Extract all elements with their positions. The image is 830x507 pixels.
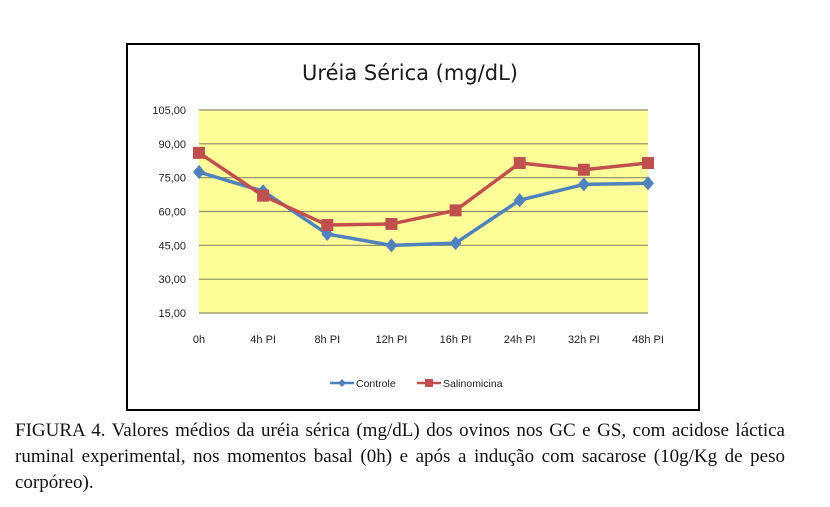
legend-label: Salinomicina (443, 378, 503, 390)
legend-marker (338, 379, 346, 387)
series-salinomicina (193, 146, 654, 232)
chart-title: Uréia Sérica (mg/dL) (302, 61, 518, 85)
figure-caption: FIGURA 4. Valores médios da uréia sérica… (15, 420, 785, 493)
data-point (449, 204, 462, 217)
y-tick-label: 75,00 (158, 173, 186, 185)
data-point (577, 177, 590, 192)
legend-item: Controle (330, 378, 396, 390)
data-point (321, 219, 334, 232)
x-axis-ticks: 0h 4h PI 8h PI 12h PI 16h PI 24h PI 32h PI 48h … (193, 334, 664, 346)
y-tick-label: 60,00 (158, 207, 186, 219)
data-point (513, 157, 526, 170)
data-point (449, 236, 462, 251)
x-tick-label: 0h (193, 334, 205, 346)
x-tick-label: 4h PI (250, 334, 276, 346)
x-tick-label: 8h PI (314, 334, 340, 346)
data-point (257, 189, 270, 202)
legend-item: Salinomicina (417, 378, 503, 390)
y-axis-ticks: 15,00 30,00 45,00 60,00 75,00 90,00 105,00 (152, 105, 186, 320)
data-point (193, 165, 205, 180)
legend-label: Controle (356, 378, 396, 390)
series-line (198, 151, 649, 227)
x-tick-label: 16h PI (440, 334, 472, 346)
data-point (193, 146, 205, 159)
x-tick-label: 24h PI (504, 334, 536, 346)
data-point (642, 176, 654, 191)
data-point (577, 163, 590, 176)
data-point (385, 217, 398, 230)
series-line (198, 170, 649, 248)
data-point (385, 238, 398, 253)
legend-marker (425, 379, 433, 387)
x-tick-label: 48h PI (632, 334, 664, 346)
y-tick-label: 30,00 (158, 274, 186, 286)
series-controle (193, 165, 654, 253)
y-tick-label: 90,00 (158, 139, 186, 151)
y-tick-label: 45,00 (158, 240, 186, 252)
x-tick-label: 32h PI (568, 334, 600, 346)
data-point (513, 193, 526, 208)
y-tick-label: 105,00 (152, 105, 186, 117)
legend: Controle Salinomicina (330, 378, 503, 390)
y-tick-label: 15,00 (158, 308, 186, 320)
x-tick-label: 12h PI (376, 334, 408, 346)
series-group (193, 146, 654, 253)
data-point (642, 157, 654, 170)
